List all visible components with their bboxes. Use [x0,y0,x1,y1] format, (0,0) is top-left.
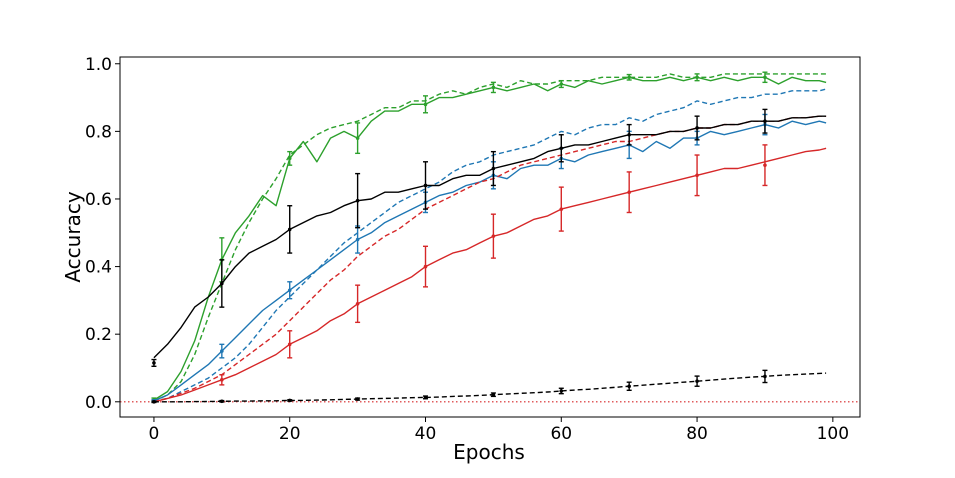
error-bar-5-7 [626,171,632,214]
error-bar-1-3 [287,150,293,166]
error-bar-8-6 [490,392,496,398]
error-bar-8-9 [694,375,700,387]
x-tick-label: 100 [817,424,849,444]
error-bar-5-3 [355,284,361,324]
error-bar-7-9 [694,115,700,141]
error-bar-5-2 [287,330,293,359]
error-bar-5-5 [490,213,496,259]
error-bar-point [763,163,767,167]
error-bar-point [695,379,699,383]
error-bar-point [559,82,564,86]
axes: 0 20 40 60 80 100 0.0 0.2 0.4 0.6 0.8 1.0 [85,55,861,444]
error-bar-point [220,281,224,286]
x-tick-label: 80 [686,424,708,444]
error-bar-7-7 [558,134,564,163]
error-bar-point [152,399,156,404]
error-bar-8-4 [355,397,361,401]
error-bar-point [491,166,496,171]
error-bar-1-4 [355,122,361,155]
error-bar-point [763,75,767,80]
error-bar-point [559,207,564,211]
error-bar-point [287,342,292,347]
error-bar-point [355,397,360,401]
error-bar-8-1 [151,399,157,404]
x-tick-label: 0 [149,424,160,444]
error-bar-point [763,119,767,124]
error-bar-8-3 [287,398,293,403]
error-bar-point [423,264,428,269]
error-bar-point [695,126,699,130]
error-bar-7-2 [219,259,225,308]
error-bar-point [695,173,699,178]
y-tick-label: 0.6 [85,190,112,210]
error-bar-point [491,234,496,238]
error-bar-8-2 [219,399,225,404]
error-bar-3-2 [219,343,225,359]
series-line-2 [153,73,827,402]
error-bar-point [355,136,360,140]
error-bar-7-10 [762,108,768,134]
plot-area [120,71,860,404]
error-bar-8-10 [762,369,768,384]
error-bar-point [491,85,496,90]
error-bar-5-9 [762,144,768,187]
error-bar-5-1 [219,374,225,386]
error-bar-7-8 [626,123,632,146]
y-tick-label: 0.0 [85,393,112,413]
error-bar-point [559,146,564,151]
error-bar-1-5 [423,95,429,114]
error-bar-point [355,301,360,306]
error-bar-point [287,398,292,403]
error-bar-5-4 [423,245,429,288]
error-bar-point [491,392,496,397]
error-bar-3-3 [287,281,293,300]
error-bar-point [355,237,360,242]
y-tick-label: 0.8 [85,122,112,142]
y-tick-label: 1.0 [85,55,112,75]
error-bar-point [355,198,360,203]
error-bar-point [220,349,224,353]
error-bar-7-5 [423,161,429,210]
x-tick-label: 20 [279,424,301,444]
error-bar-point [627,190,631,195]
error-bar-point [627,384,631,389]
x-tick-label: 60 [550,424,572,444]
y-tick-label: 0.4 [85,258,112,278]
error-bar-8-8 [626,381,632,391]
error-bar-point [423,395,428,400]
error-bar-7-3 [287,205,293,254]
error-bar-point [423,102,428,107]
error-bar-7-4 [355,172,361,229]
x-axis-title: Epochs [453,440,525,464]
error-bar-8-5 [423,395,429,400]
y-tick-label: 0.2 [85,325,112,345]
error-bar-7-1 [151,358,157,367]
error-bar-point [423,183,428,188]
error-bar-point [287,288,292,293]
error-bar-point [763,374,767,379]
error-bar-point [559,389,564,393]
error-bar-point [220,399,224,404]
x-tick-label: 40 [415,424,437,444]
error-bar-1-8 [626,73,632,81]
error-bar-5-8 [694,154,700,197]
error-bar-point [627,75,631,80]
error-bar-5-6 [558,186,564,232]
error-bar-8-7 [558,387,564,395]
error-bar-7-6 [490,150,496,187]
plot-frame [119,56,861,418]
y-axis-title: Accuracy [61,191,85,282]
error-bar-point [287,227,292,232]
error-bar-point [152,361,156,365]
error-bar-point [220,378,224,382]
error-bar-point [627,132,631,137]
